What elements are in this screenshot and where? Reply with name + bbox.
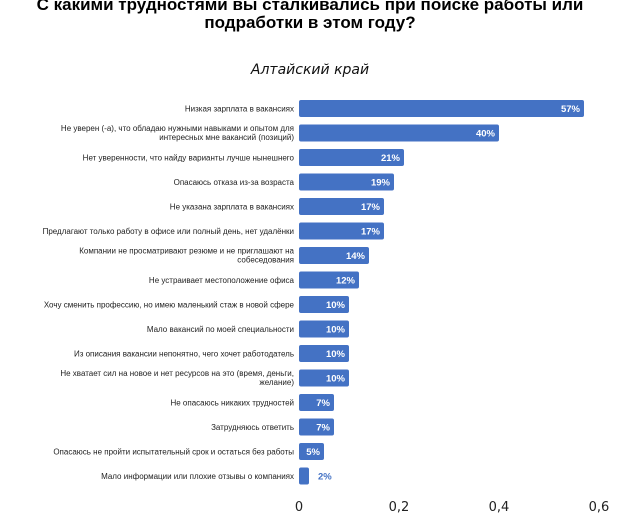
category-label: Затрудняюсь ответить xyxy=(211,423,294,432)
bar-7 xyxy=(299,247,369,264)
bar-15 xyxy=(299,443,324,460)
bar-3 xyxy=(299,149,404,166)
bar-value-label: 17% xyxy=(361,227,381,238)
x-tick-label: 0,6 xyxy=(589,500,610,515)
category-label: Не устраивает местоположение офиса xyxy=(149,276,295,285)
category-label: Не указана зарплата в вакансиях xyxy=(170,203,294,212)
bar-value-label: 10% xyxy=(326,374,346,385)
bar-value-label: 14% xyxy=(346,251,366,262)
bar-value-label: 19% xyxy=(371,178,391,189)
category-label: Компании не просматривают резюме и не пр… xyxy=(79,247,294,265)
bar-6 xyxy=(299,222,384,240)
bar-9 xyxy=(299,296,349,313)
bar-value-label: 10% xyxy=(326,325,346,336)
bar-12 xyxy=(299,369,349,387)
bar-value-label: 57% xyxy=(561,104,581,115)
category-label: Мало информации или плохие отзывы о комп… xyxy=(101,472,294,481)
bar-8 xyxy=(299,271,359,289)
bar-value-label: 40% xyxy=(476,129,496,140)
category-label: Мало вакансий по моей специальности xyxy=(147,325,294,334)
x-tick-label: 0,2 xyxy=(389,500,410,515)
bar-value-label: 10% xyxy=(326,300,346,311)
bar-value-label: 7% xyxy=(316,423,330,434)
category-label: Предлагают только работу в офисе или пол… xyxy=(43,227,294,236)
category-label: Из описания вакансии непонятно, чего хоч… xyxy=(74,350,294,359)
chart-title-line-1: С какими трудностями вы сталкивались при… xyxy=(36,0,584,14)
category-label: Нет уверенности, что найду варианты лучш… xyxy=(83,154,295,163)
chart-title: С какими трудностями вы сталкивались при… xyxy=(0,0,620,32)
bar-value-label: 12% xyxy=(336,276,356,287)
bar-14 xyxy=(299,418,334,436)
bar-value-label: 10% xyxy=(326,349,346,360)
bar-4 xyxy=(299,173,394,191)
x-tick-label: 0 xyxy=(295,500,303,515)
bar-1 xyxy=(299,100,584,117)
chart-subtitle: Алтайский край xyxy=(250,62,370,78)
bar-11 xyxy=(299,345,349,362)
category-label: Не хватает сил на новое и нет ресурсов н… xyxy=(60,369,294,387)
x-tick-label: 0,4 xyxy=(489,500,510,515)
category-label: Не уверен (-а), что обладаю нужными навы… xyxy=(61,124,294,142)
bar-value-label: 2% xyxy=(318,472,332,483)
category-label: Опасаюсь не пройти испытательный срок и … xyxy=(53,448,294,457)
bar-value-label: 17% xyxy=(361,202,381,213)
bar-16 xyxy=(299,467,309,485)
category-label: Хочу сменить профессию, но имею маленьки… xyxy=(44,301,295,310)
bar-value-label: 21% xyxy=(381,153,401,164)
bar-5 xyxy=(299,198,384,215)
bar-10 xyxy=(299,320,349,338)
bar-value-label: 7% xyxy=(316,398,330,409)
bar-value-label: 5% xyxy=(306,447,320,458)
bar-2 xyxy=(299,124,499,142)
category-label: Не опасаюсь никаких трудностей xyxy=(170,399,294,408)
category-label: Низкая зарплата в вакансиях xyxy=(185,105,294,114)
bar-13 xyxy=(299,394,334,411)
category-label: Опасаюсь отказа из-за возраста xyxy=(174,178,295,187)
chart-title-line-2: подработки в этом году? xyxy=(204,13,416,32)
